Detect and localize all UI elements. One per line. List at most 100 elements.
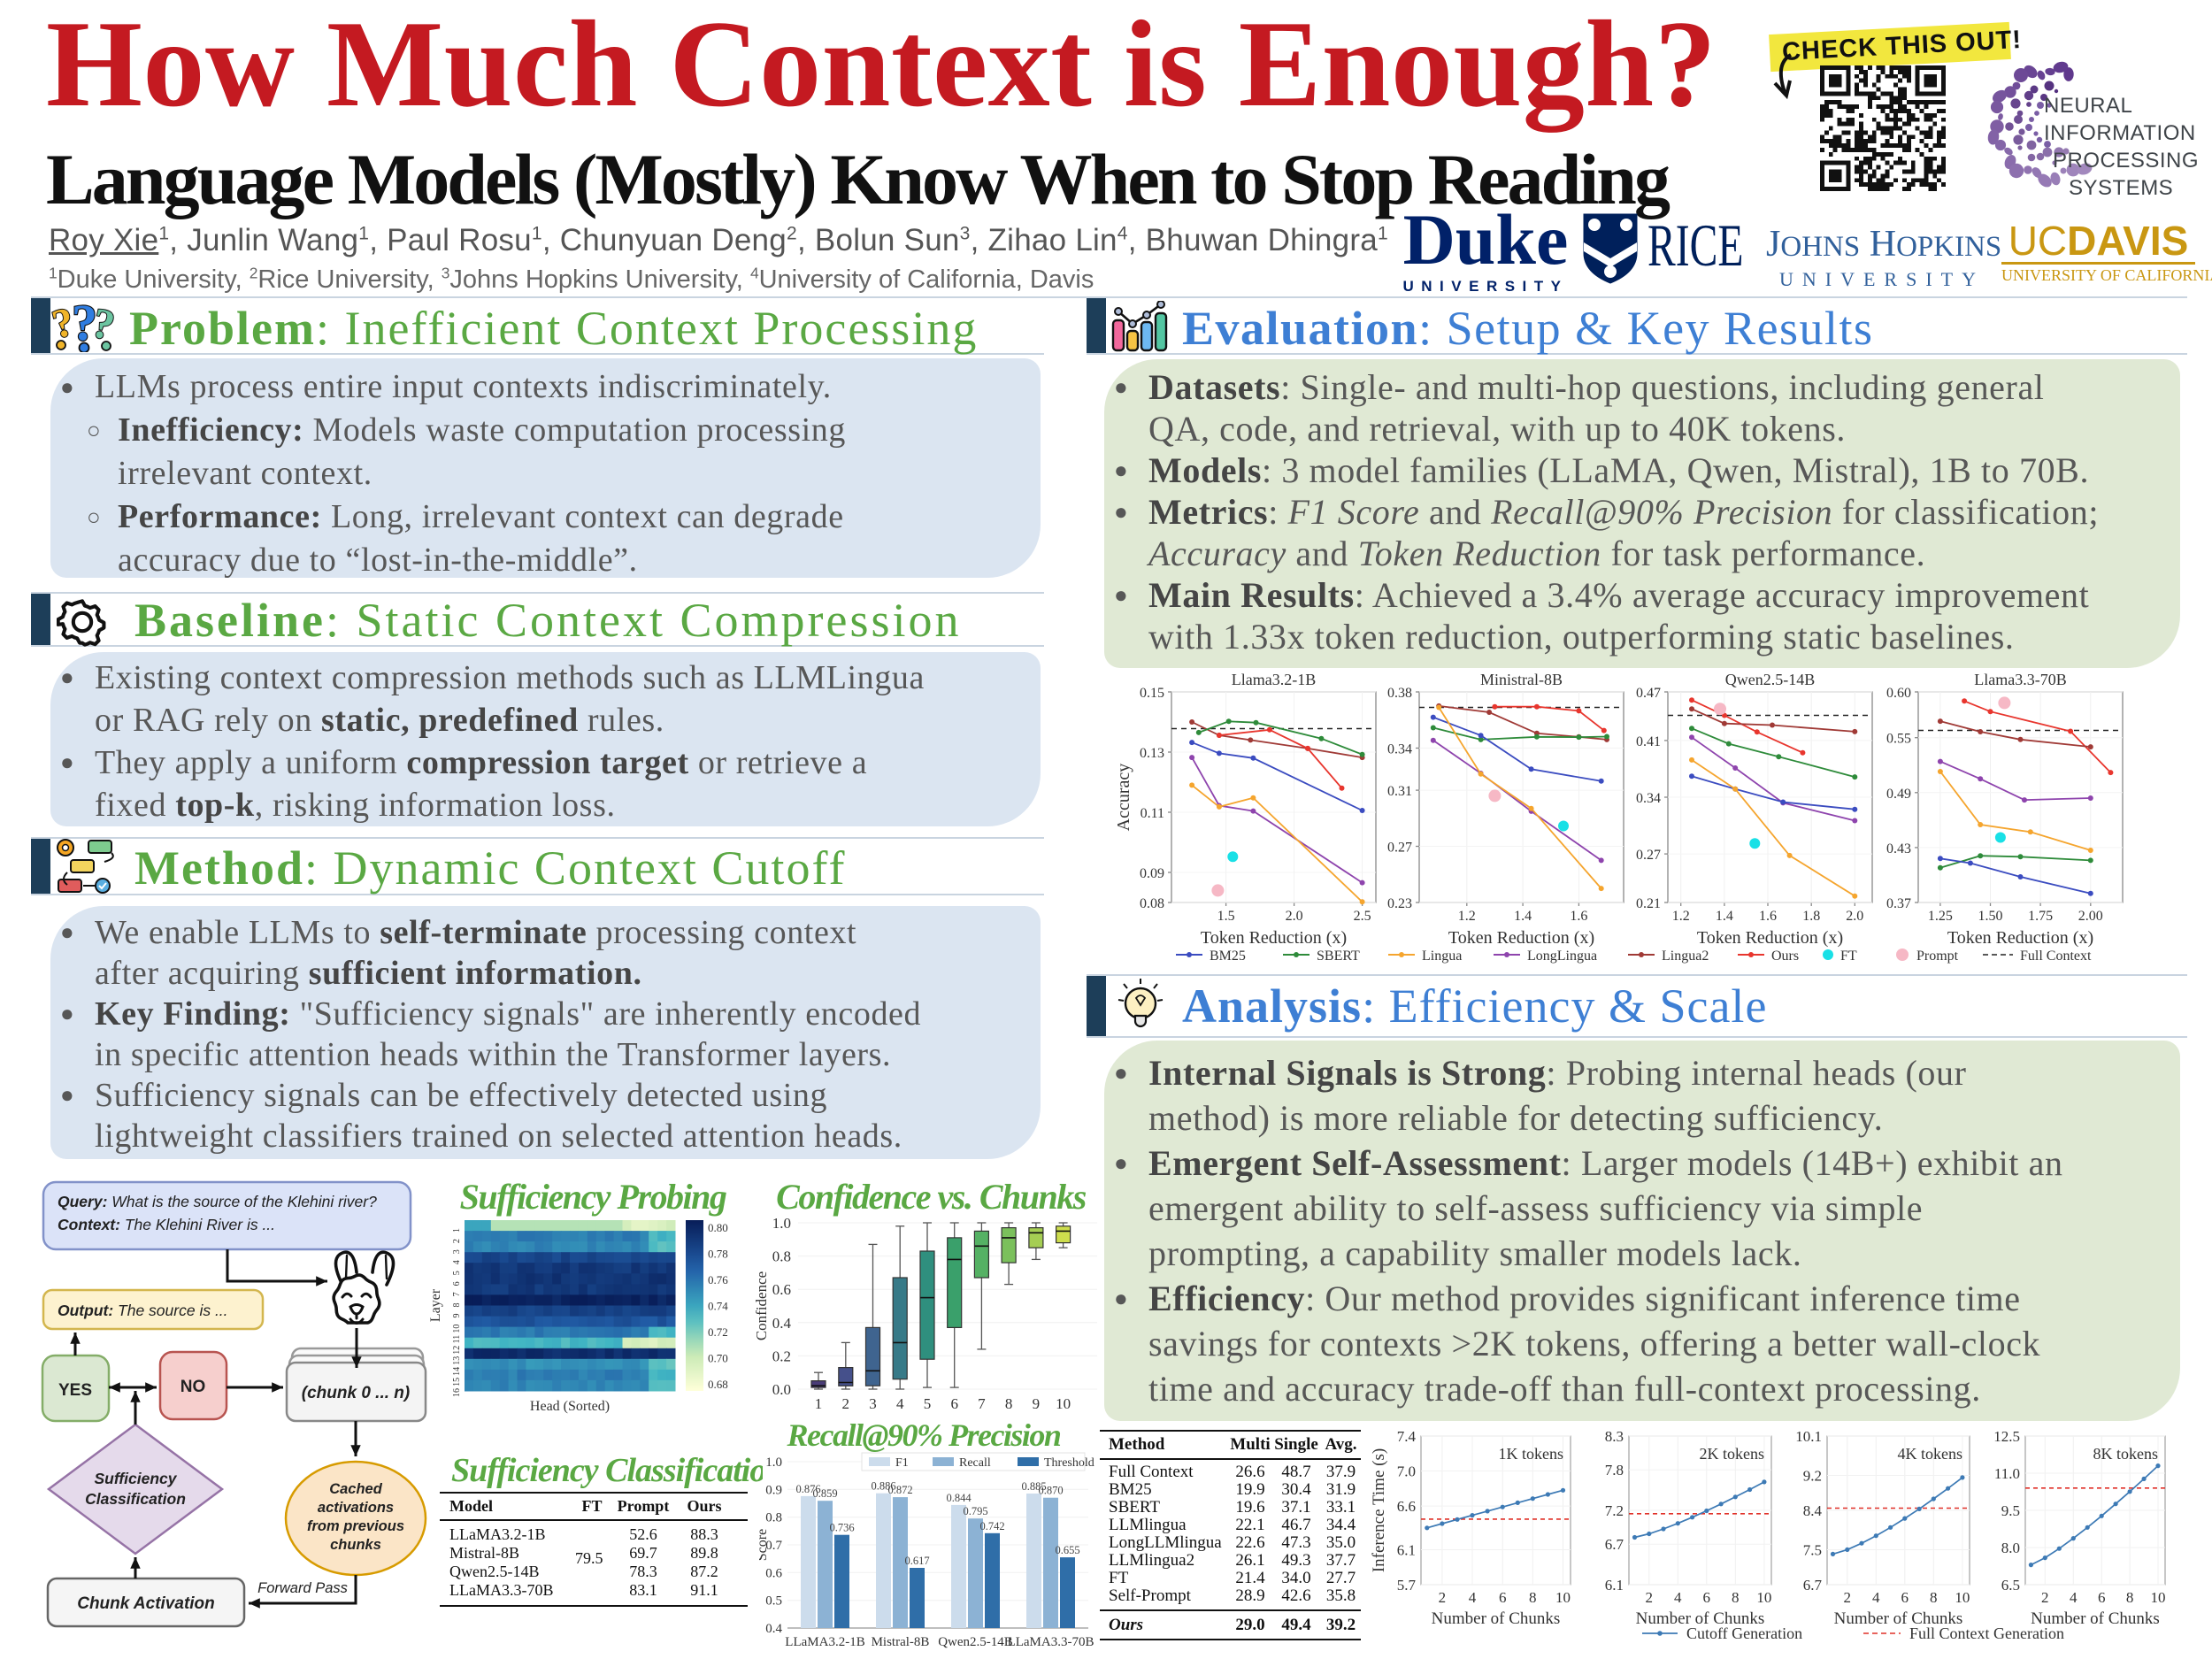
svg-text:0.55: 0.55 bbox=[1886, 732, 1911, 747]
svg-text:Score: Score bbox=[759, 1529, 770, 1561]
svg-text:8: 8 bbox=[1529, 1589, 1537, 1606]
svg-text:1.75: 1.75 bbox=[2028, 909, 2053, 924]
svg-text:0.870: 0.870 bbox=[1038, 1485, 1063, 1497]
svg-text:0.2: 0.2 bbox=[772, 1348, 791, 1364]
svg-text:8K tokens: 8K tokens bbox=[2093, 1445, 2159, 1463]
svg-text:0.4: 0.4 bbox=[772, 1315, 792, 1332]
svg-text:0.13: 0.13 bbox=[1140, 746, 1164, 761]
svg-text:Query: What is the source of t: Query: What is the source of the Klehini… bbox=[58, 1193, 377, 1210]
svg-text:0.21: 0.21 bbox=[1636, 896, 1661, 911]
svg-text:?: ? bbox=[72, 297, 97, 351]
svg-text:12: 12 bbox=[452, 1346, 462, 1355]
svg-text:0.876: 0.876 bbox=[795, 1483, 820, 1495]
svg-text:10: 10 bbox=[1056, 1395, 1071, 1412]
svg-text:6: 6 bbox=[1499, 1589, 1507, 1606]
svg-text:NO: NO bbox=[180, 1378, 206, 1396]
svg-text:0.8: 0.8 bbox=[772, 1248, 791, 1265]
svg-text:BM25: BM25 bbox=[1210, 949, 1246, 964]
svg-text:0.736: 0.736 bbox=[829, 1522, 854, 1534]
svg-text:0.872: 0.872 bbox=[887, 1484, 912, 1496]
svg-text:3: 3 bbox=[452, 1249, 462, 1254]
svg-text:Classification: Classification bbox=[85, 1490, 186, 1508]
svg-text:1.0: 1.0 bbox=[772, 1215, 791, 1232]
svg-text:5.7: 5.7 bbox=[1397, 1577, 1417, 1594]
svg-text:0.617: 0.617 bbox=[904, 1555, 929, 1567]
svg-text:Qwen2.5-14B: Qwen2.5-14B bbox=[1725, 671, 1816, 688]
svg-text:4: 4 bbox=[896, 1395, 904, 1412]
svg-text:0.15: 0.15 bbox=[1140, 686, 1164, 701]
svg-text:1.0: 1.0 bbox=[765, 1455, 782, 1470]
svg-text:activations: activations bbox=[318, 1500, 394, 1516]
svg-text:0.4: 0.4 bbox=[765, 1622, 782, 1636]
svg-text:0.27: 0.27 bbox=[1387, 841, 1412, 856]
svg-text:1.4: 1.4 bbox=[1716, 909, 1733, 924]
svg-text:0.742: 0.742 bbox=[979, 1520, 1004, 1532]
svg-text:4K tokens: 4K tokens bbox=[1898, 1445, 1963, 1463]
svg-text:2: 2 bbox=[1844, 1589, 1852, 1606]
svg-text:4: 4 bbox=[2070, 1589, 2078, 1606]
svg-text:6: 6 bbox=[950, 1395, 958, 1412]
svg-text:2: 2 bbox=[2041, 1589, 2049, 1606]
svg-text:8: 8 bbox=[1732, 1589, 1740, 1606]
svg-text:14: 14 bbox=[452, 1367, 462, 1376]
svg-text:10: 10 bbox=[1555, 1589, 1571, 1606]
svg-text:Number of Chunks: Number of Chunks bbox=[1636, 1609, 1765, 1628]
svg-text:10: 10 bbox=[452, 1325, 462, 1333]
svg-text:Context: The Klehini River is: Context: The Klehini River is ... bbox=[58, 1216, 275, 1233]
svg-text:Recall: Recall bbox=[959, 1456, 991, 1470]
svg-text:0.27: 0.27 bbox=[1636, 848, 1661, 863]
svg-text:0.6: 0.6 bbox=[772, 1281, 791, 1298]
svg-text:9: 9 bbox=[1033, 1395, 1041, 1412]
svg-text:Token Reduction (x): Token Reduction (x) bbox=[1201, 928, 1347, 948]
svg-text:F1: F1 bbox=[895, 1456, 909, 1470]
svg-text:7.8: 7.8 bbox=[1605, 1462, 1624, 1479]
svg-text:4: 4 bbox=[1674, 1589, 1682, 1606]
svg-text:1.6: 1.6 bbox=[1759, 909, 1777, 924]
svg-text:0.76: 0.76 bbox=[708, 1273, 728, 1286]
svg-text:Number of Chunks: Number of Chunks bbox=[1834, 1609, 1963, 1628]
svg-text:chunks: chunks bbox=[330, 1537, 381, 1553]
svg-text:2: 2 bbox=[842, 1395, 850, 1412]
svg-text:0.844: 0.844 bbox=[946, 1492, 972, 1504]
svg-text:Token Reduction (x): Token Reduction (x) bbox=[1697, 928, 1843, 948]
svg-text:6.7: 6.7 bbox=[1605, 1536, 1624, 1553]
svg-text:Accuracy: Accuracy bbox=[1114, 764, 1133, 832]
svg-text:5: 5 bbox=[452, 1271, 462, 1275]
svg-text:0.80: 0.80 bbox=[708, 1221, 728, 1234]
svg-text:0.34: 0.34 bbox=[1636, 791, 1661, 806]
svg-text:2.0: 2.0 bbox=[1846, 909, 1863, 924]
svg-text:10: 10 bbox=[1756, 1589, 1771, 1606]
svg-text:0.43: 0.43 bbox=[1886, 841, 1911, 856]
svg-text:Lingua: Lingua bbox=[1422, 949, 1462, 964]
svg-text:Sufficiency: Sufficiency bbox=[94, 1470, 177, 1487]
svg-text:Head (Sorted): Head (Sorted) bbox=[530, 1399, 610, 1414]
svg-text:FT: FT bbox=[1840, 949, 1857, 964]
svg-text:1.8: 1.8 bbox=[1802, 909, 1820, 924]
svg-text:0.41: 0.41 bbox=[1636, 734, 1661, 749]
svg-text:7: 7 bbox=[452, 1292, 462, 1296]
svg-text:0.23: 0.23 bbox=[1387, 896, 1412, 911]
svg-text:1K tokens: 1K tokens bbox=[1499, 1445, 1564, 1463]
svg-text:0.49: 0.49 bbox=[1886, 787, 1911, 802]
svg-text:Threshold: Threshold bbox=[1044, 1456, 1094, 1470]
svg-text:Number of Chunks: Number of Chunks bbox=[1432, 1609, 1561, 1628]
svg-text:Token Reduction (x): Token Reduction (x) bbox=[1947, 928, 2093, 948]
svg-text:Forward Pass: Forward Pass bbox=[257, 1580, 348, 1596]
svg-text:5: 5 bbox=[924, 1395, 932, 1412]
svg-text:0.6: 0.6 bbox=[765, 1566, 782, 1580]
svg-text:0.38: 0.38 bbox=[1387, 686, 1412, 701]
svg-text:10: 10 bbox=[2151, 1589, 2166, 1606]
svg-text:Llama3.3-70B: Llama3.3-70B bbox=[1974, 671, 2066, 688]
svg-text:SBERT: SBERT bbox=[1317, 949, 1360, 964]
svg-text:2K tokens: 2K tokens bbox=[1700, 1445, 1765, 1463]
svg-text:1: 1 bbox=[452, 1228, 462, 1233]
svg-text:Output: The source is ...: Output: The source is ... bbox=[58, 1302, 228, 1319]
svg-text:YES: YES bbox=[58, 1381, 92, 1400]
svg-text:6: 6 bbox=[2098, 1589, 2106, 1606]
svg-text:0.60: 0.60 bbox=[1886, 686, 1911, 701]
svg-text:1.50: 1.50 bbox=[1978, 909, 2003, 924]
svg-text:Inference Time (s): Inference Time (s) bbox=[1370, 1448, 1388, 1572]
svg-text:2: 2 bbox=[1646, 1589, 1654, 1606]
svg-text:2.00: 2.00 bbox=[2078, 909, 2103, 924]
svg-text:8.4: 8.4 bbox=[1803, 1502, 1823, 1519]
